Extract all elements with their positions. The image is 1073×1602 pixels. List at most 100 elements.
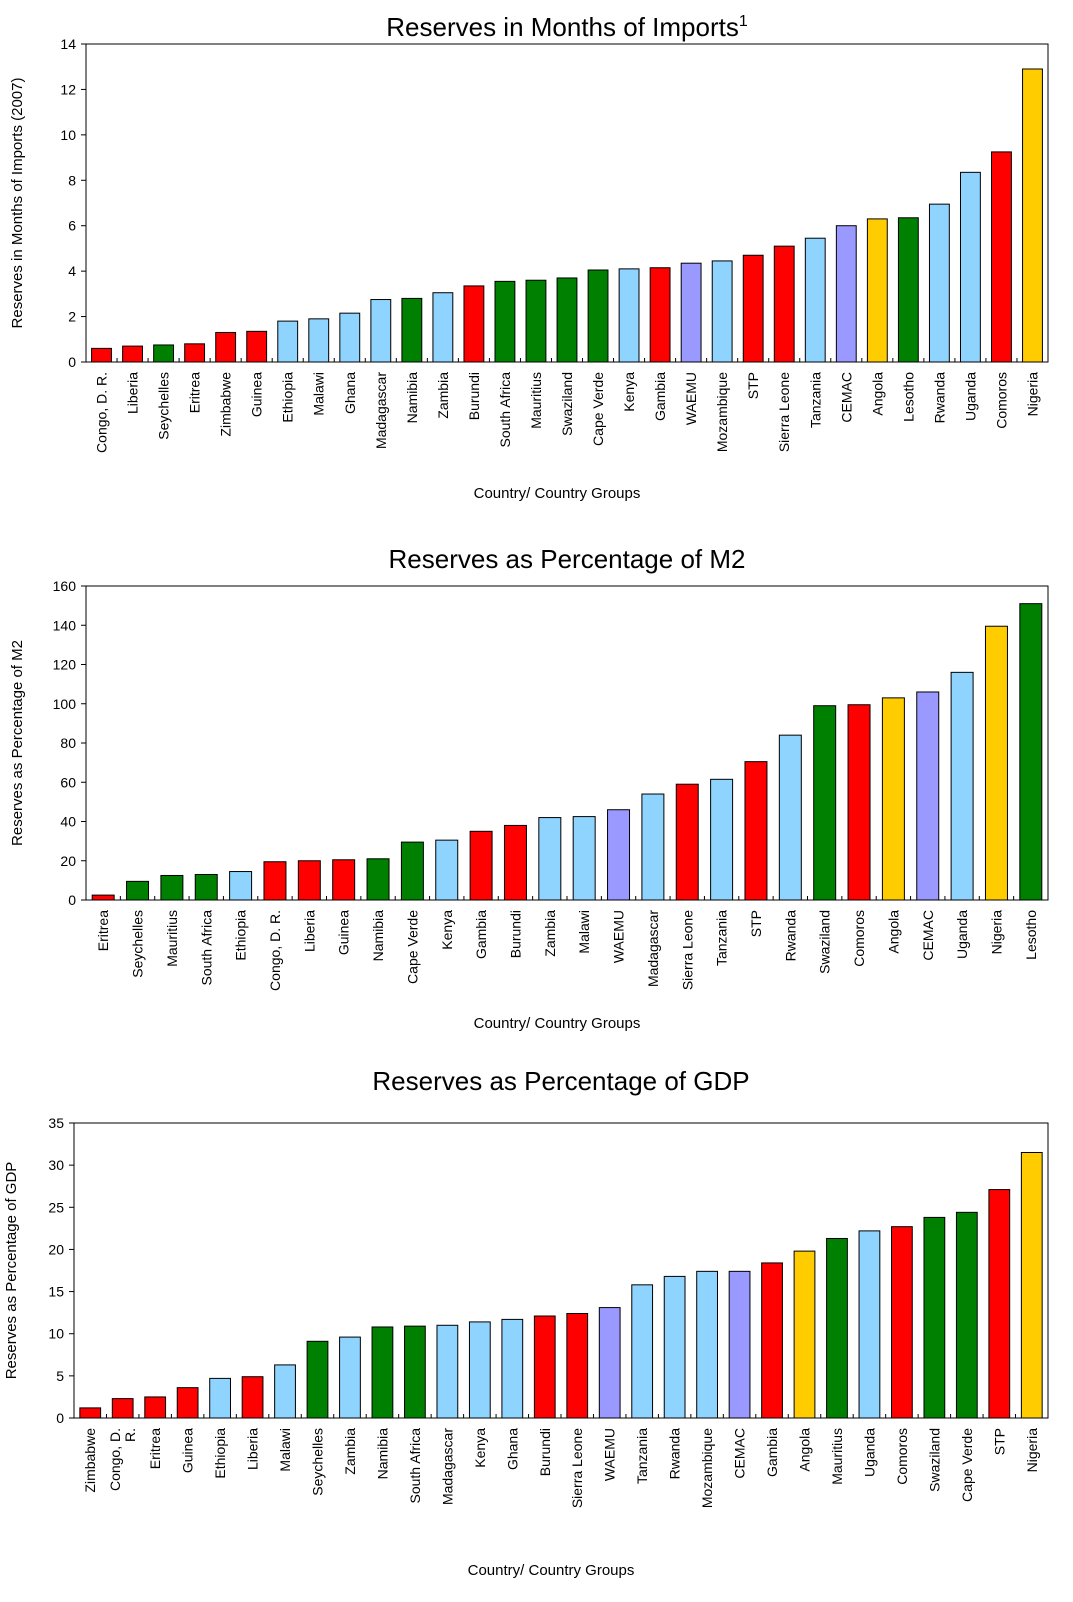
x-category-label: Kenya: [472, 1428, 488, 1468]
bar-burundi: [533, 1315, 556, 1419]
bar-swaziland: [923, 1216, 946, 1419]
x-category-label: Ghana: [504, 1428, 520, 1470]
bar-nigeria: [1022, 68, 1043, 363]
bar-nigeria: [984, 625, 1008, 901]
x-category-label: Angola: [797, 1428, 813, 1472]
x-category-label: Rwanda: [931, 372, 947, 424]
y-axis-label: Reserves in Months of Imports (2007): [9, 78, 26, 329]
bar-kenya: [468, 1321, 491, 1419]
bar-ethiopia: [209, 1377, 231, 1419]
x-category-label: Ethiopia: [233, 910, 249, 961]
bar-eritrea: [91, 894, 115, 901]
bar-uganda: [950, 671, 974, 901]
bar-congo-d-r: [111, 1398, 134, 1419]
bar-namibia: [371, 1326, 394, 1419]
bar-namibia: [401, 297, 423, 363]
x-category-label: Zambia: [342, 1428, 358, 1475]
bar-comoros: [847, 704, 871, 901]
x-category-label: Namibia: [404, 372, 420, 424]
bar-namibia: [366, 858, 390, 901]
x-category-label: Ghana: [342, 372, 358, 414]
bar-comoros: [891, 1226, 913, 1419]
x-category-label: Guinea: [336, 910, 352, 955]
x-category-label: Uganda: [861, 1428, 877, 1477]
bar-stp: [744, 761, 768, 901]
bar-angola: [793, 1250, 816, 1419]
x-category-label: CEMAC: [732, 1428, 748, 1479]
x-category-label: Rwanda: [782, 910, 798, 962]
x-category-label: Mozambique: [714, 372, 730, 452]
y-tick-label: 25: [48, 1199, 64, 1215]
x-category-label: South Africa: [407, 1428, 423, 1504]
x-category-label: Swaziland: [926, 1428, 942, 1492]
y-tick-label: 35: [48, 1115, 64, 1131]
title-superscript: 1: [739, 13, 748, 30]
bar-liberia: [122, 345, 143, 363]
bar-zimbabwe: [215, 331, 237, 363]
bar-cemac: [916, 691, 940, 901]
x-category-label: WAEMU: [683, 372, 699, 425]
bar-rwanda: [778, 734, 802, 901]
bar-madagascar: [641, 793, 665, 901]
x-category-label: Ethiopia: [280, 372, 296, 423]
x-category-label: Swaziland: [817, 910, 833, 974]
x-category-label: Cape Verde: [959, 1428, 975, 1502]
x-category-label: Sierra Leone: [776, 372, 792, 452]
x-category-label: Comoros: [894, 1428, 910, 1485]
chart-title: Reserves as Percentage of GDP: [372, 1066, 749, 1096]
x-category-label: Comoros: [851, 910, 867, 967]
bar-zambia: [339, 1336, 361, 1419]
x-category-label: STP: [748, 910, 764, 937]
bar-liberia: [297, 860, 321, 901]
x-category-label: Uganda: [962, 372, 978, 421]
x-category-label: Mauritius: [164, 910, 180, 967]
x-category-label: Guinea: [180, 1428, 196, 1473]
x-category-label: Zambia: [435, 372, 451, 419]
chart-months-of-imports: Reserves in Months of Imports1 0 2 4 6 8 10 12 1…: [9, 12, 1049, 502]
x-category-label: Namibia: [370, 910, 386, 962]
bar-gambia: [649, 267, 671, 363]
bar-burundi: [503, 824, 527, 901]
x-category-label: STP: [991, 1428, 1007, 1455]
x-category-label: WAEMU: [602, 1428, 618, 1481]
bar-lesotho: [1019, 603, 1043, 901]
x-category-label: Tanzania: [714, 910, 730, 966]
x-category-label: Seychelles: [310, 1428, 326, 1496]
bar-cemac: [728, 1270, 751, 1419]
x-category-label: Ethiopia: [212, 1428, 228, 1479]
y-tick-label: 20: [48, 1241, 64, 1257]
y-tick-label: 10: [48, 1326, 64, 1342]
bar-guinea: [176, 1387, 199, 1419]
bar-stp: [742, 254, 764, 363]
x-category-label: Burundi: [537, 1428, 553, 1476]
x-category-label: Liberia: [245, 1428, 261, 1470]
x-category-label: Malawi: [576, 910, 592, 954]
bar-angola: [881, 697, 905, 901]
x-category-label: Congo, D. R.: [94, 372, 110, 453]
x-category-label: Eritrea: [187, 372, 203, 413]
bar-nigeria: [1020, 1152, 1043, 1419]
x-category-label: Rwanda: [667, 1428, 683, 1480]
x-category-label: Congo, D.: [107, 1428, 123, 1491]
bar-angola: [866, 218, 888, 363]
bar-ghana: [501, 1318, 524, 1419]
x-category-label: Madagascar: [645, 910, 661, 987]
x-category-label: Mozambique: [699, 1428, 715, 1508]
x-category-label: Mauritius: [829, 1428, 845, 1485]
y-tick-label: 40: [60, 814, 76, 830]
x-category-label: Liberia: [301, 910, 317, 952]
y-axis-label: Reserves as Percentage of GDP: [3, 1162, 20, 1380]
x-axis-label: Country/ Country Groups: [474, 1015, 641, 1032]
bar-liberia: [241, 1376, 264, 1419]
x-category-label: Angola: [869, 372, 885, 416]
y-tick-label: 6: [68, 218, 76, 234]
bar-cape-verde: [587, 269, 609, 363]
x-axis-label: Country/ Country Groups: [468, 1562, 635, 1579]
bar-mozambique: [711, 260, 733, 363]
bar-malawi: [572, 816, 596, 901]
bar-guinea: [332, 859, 356, 901]
bar-swaziland: [556, 277, 578, 363]
bar-cape-verde: [955, 1211, 978, 1419]
chart-panel-percentage-of-gdp: Reserves as Percentage of GDP 0 5 10 15 20 25 3…: [0, 1050, 1073, 1602]
bar-comoros: [991, 151, 1012, 363]
